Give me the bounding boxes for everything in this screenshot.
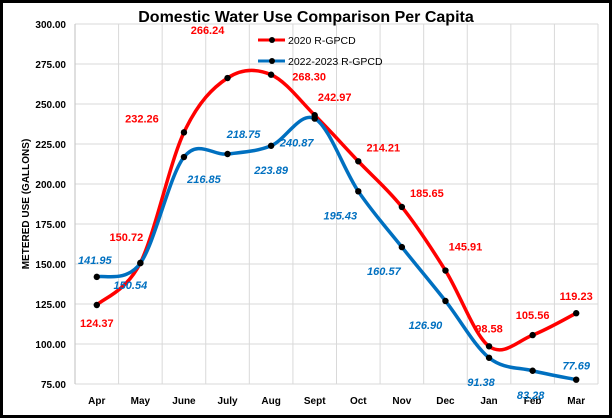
data-point [398,203,406,211]
data-point [573,376,580,383]
data-point [529,331,536,339]
data-point [442,297,449,305]
data-point [398,243,406,251]
data-point [485,343,493,350]
y-tick-label: 225.00 [35,140,66,151]
x-tick-label: Feb [524,396,542,407]
chart-title: Domestic Water Use Comparison Per Capita [138,9,474,26]
data-label: 124.37 [80,318,114,330]
legend-marker [269,58,275,64]
data-point [224,74,231,82]
data-label: 150.72 [110,232,144,244]
x-tick-label: Oct [350,396,367,407]
data-point [311,115,318,122]
data-label: 195.43 [323,210,357,222]
data-label: 98.58 [475,323,503,335]
data-label: 185.65 [410,188,444,200]
data-label: 232.26 [125,113,159,125]
x-tick-label: Sept [304,396,326,407]
x-tick-label: May [131,396,151,407]
data-label: 77.69 [562,361,590,373]
y-tick-label: 175.00 [35,220,66,231]
y-tick-label: 75.00 [41,380,66,391]
x-tick-label: Nov [392,396,411,407]
data-point [573,310,580,317]
data-point [93,273,100,281]
y-tick-label: 250.00 [35,100,66,111]
x-tick-label: July [218,396,238,407]
data-point [355,188,362,195]
data-point [137,259,144,267]
y-tick-label: 100.00 [35,340,66,351]
legend-entry: 2020 R-GPCD [288,35,356,47]
data-point [224,150,231,158]
y-tick-label: 300.00 [35,20,66,31]
x-tick-label: Mar [567,396,585,407]
data-point [267,142,275,149]
data-label: 268.30 [292,72,326,84]
y-tick-label: 150.00 [35,260,66,271]
data-point [267,71,275,78]
data-label: 216.85 [186,174,222,186]
data-point [93,301,100,309]
data-label: 126.90 [409,320,444,332]
data-label: 119.23 [560,291,593,303]
y-tick-label: 125.00 [35,300,66,311]
data-point [355,158,362,165]
data-point [442,267,449,274]
data-label: 83.28 [517,390,545,402]
x-tick-label: Jan [480,396,497,407]
y-tick-label: 200.00 [35,180,66,191]
data-label: 91.38 [467,377,495,389]
data-point [485,354,493,361]
x-tick-label: Apr [88,396,105,407]
data-label: 242.97 [318,92,352,104]
data-label: 150.54 [114,280,148,292]
y-axis-title: METERED USE (GALLONS) [21,139,32,270]
x-tick-label: June [172,396,196,407]
data-label: 145.91 [449,242,483,254]
data-point [529,367,536,374]
data-label: 218.75 [226,129,262,141]
data-point [180,153,188,161]
data-label: 214.21 [366,142,400,154]
x-tick-label: Dec [436,396,455,407]
legend-entry: 2022-2023 R-GPCD [288,56,383,68]
x-tick-label: Aug [261,396,280,407]
data-label: 266.24 [191,25,226,37]
data-label: 141.95 [78,255,113,267]
y-tick-label: 275.00 [35,60,66,71]
data-label: 160.57 [367,266,402,278]
data-label: 223.89 [253,165,289,177]
data-label: 240.87 [279,138,315,150]
data-point [180,129,188,136]
data-label: 105.56 [516,310,550,322]
legend-marker [269,37,275,43]
